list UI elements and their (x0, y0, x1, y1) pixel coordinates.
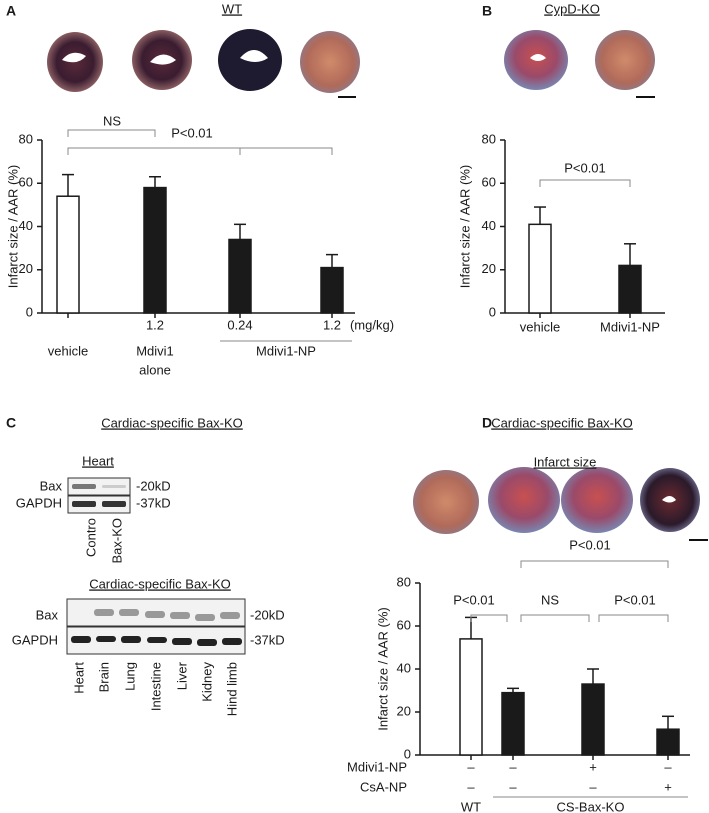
blot-row-label: GAPDH (12, 632, 58, 647)
y-tick-label: 40 (482, 218, 496, 233)
y-tick-label: 40 (397, 660, 411, 675)
lane-label: Intestine (148, 662, 163, 711)
heart-photos (47, 29, 708, 541)
group-label: WT (461, 799, 481, 813)
blot-images (66, 477, 246, 655)
bar (143, 186, 167, 314)
blot-row-label: Bax (40, 478, 63, 493)
significance-bracket (539, 179, 631, 187)
lane-label: Lung (122, 662, 137, 691)
group-label: Mdivi1 (136, 343, 174, 358)
chart-subtitle: Infarct size (534, 454, 597, 469)
condition-value: – (589, 779, 597, 794)
blot-size-label: -20kD (250, 607, 285, 622)
significance-label: P<0.01 (453, 592, 495, 607)
y-tick-label: 80 (19, 131, 33, 146)
significance-label: P<0.01 (171, 125, 213, 140)
significance-bracket (67, 147, 333, 155)
y-tick-label: 20 (19, 261, 33, 276)
lane-label: Kidney (199, 662, 214, 702)
panel-label: B (482, 3, 492, 19)
group-label: Mdivi1-NP (256, 343, 316, 358)
y-tick-label: 0 (404, 746, 411, 761)
bar (581, 683, 605, 756)
condition-value: – (509, 779, 517, 794)
y-tick-label: 40 (19, 218, 33, 233)
y-tick-label: 80 (482, 131, 496, 146)
y-tick-label: 60 (482, 175, 496, 190)
significance-bracket (67, 129, 156, 137)
y-tick-label: 0 (489, 304, 496, 319)
x-tick-label: Mdivi1-NP (600, 319, 660, 334)
lane-label: Heart (71, 662, 86, 694)
y-tick-label: 20 (397, 703, 411, 718)
group-label: vehicle (48, 343, 88, 358)
blot-title: Heart (82, 453, 114, 468)
blot-title: Cardiac-specific Bax-KO (89, 576, 231, 591)
significance-bracket (67, 147, 241, 155)
bar (656, 728, 680, 756)
significance-label: NS (541, 592, 559, 607)
blot-row-label: Bax (36, 607, 59, 622)
significance-bracket (598, 614, 669, 622)
x-tick-label: vehicle (520, 319, 560, 334)
condition-value: – (509, 759, 517, 774)
condition-name: CsA-NP (360, 779, 407, 794)
condition-value: – (467, 779, 475, 794)
x-unit: (mg/kg) (350, 317, 394, 332)
panel-label: C (6, 415, 16, 431)
bar (528, 223, 552, 314)
blot-size-label: -37kD (250, 632, 285, 647)
condition-value: + (589, 759, 597, 774)
condition-value: + (664, 779, 672, 794)
x-tick-label: 0.24 (227, 317, 252, 332)
significance-label: NS (103, 113, 121, 128)
significance-label: P<0.01 (564, 160, 606, 175)
panel-title: Cardiac-specific Bax-KO (101, 415, 243, 430)
blot-size-label: -37kD (136, 495, 171, 510)
significance-bracket (520, 614, 590, 622)
y-axis-label: Infarct size / AAR (%) (375, 607, 390, 731)
significance-label: P<0.01 (614, 592, 656, 607)
lane-label: Hind limb (224, 662, 239, 716)
lane-label: Contro (83, 518, 98, 557)
chart-title: CypD-KO (544, 1, 600, 16)
lane-label: Liver (174, 661, 189, 690)
lane-label: Brain (96, 662, 111, 692)
lane-label: Bax-KO (109, 518, 124, 564)
group-label: CS-Bax-KO (557, 799, 625, 813)
y-tick-label: 0 (26, 304, 33, 319)
panel-label: A (6, 3, 16, 19)
significance-bracket (520, 560, 669, 568)
y-tick-label: 60 (397, 617, 411, 632)
panel-label: D (482, 415, 492, 431)
x-tick-label: 1.2 (146, 317, 164, 332)
condition-value: – (467, 759, 475, 774)
y-tick-label: 20 (482, 261, 496, 276)
bar (459, 638, 483, 756)
blot-size-label: -20kD (136, 478, 171, 493)
bar (228, 238, 252, 314)
y-axis-label: Infarct size / AAR (%) (457, 165, 472, 289)
group-label: alone (139, 362, 171, 377)
bar (618, 264, 642, 314)
significance-bracket (470, 614, 508, 622)
y-tick-label: 80 (397, 574, 411, 589)
y-axis-label: Infarct size / AAR (%) (5, 165, 20, 289)
blot-row-label: GAPDH (16, 495, 62, 510)
significance-label: P<0.01 (569, 537, 611, 552)
y-tick-label: 60 (19, 175, 33, 190)
x-tick-label: 1.2 (323, 317, 341, 332)
condition-name: Mdivi1-NP (347, 759, 407, 774)
chart-title: WT (222, 1, 242, 16)
bar (501, 691, 525, 756)
bar (56, 195, 80, 314)
chart-title: Cardiac-specific Bax-KO (491, 415, 633, 430)
bar (320, 266, 344, 314)
condition-value: – (664, 759, 672, 774)
